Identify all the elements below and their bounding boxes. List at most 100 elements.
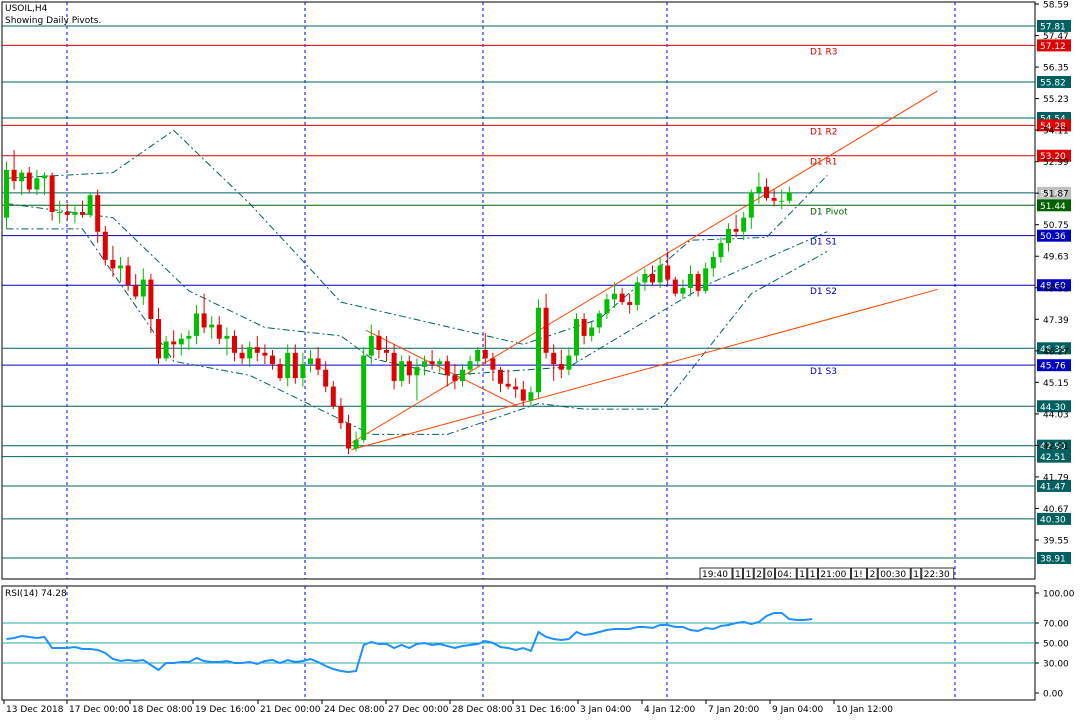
- candle-body: [277, 364, 283, 379]
- time-tick-label: 13 Dec 2018: [6, 705, 64, 715]
- candle-body: [216, 324, 222, 339]
- candle-body: [323, 369, 329, 387]
- candle-body: [186, 335, 192, 339]
- candle-body: [520, 389, 526, 401]
- price-tick-label: 55.23: [1043, 95, 1069, 105]
- time-marker-box: [851, 567, 868, 580]
- candle-body: [80, 212, 85, 215]
- candle-body: [437, 361, 443, 365]
- candle-body: [308, 358, 313, 365]
- candle-body: [361, 355, 367, 441]
- level-tag: 41.47: [1040, 482, 1066, 492]
- rsi-label: RSI(14) 74.28: [5, 589, 67, 599]
- candle-body: [665, 265, 671, 280]
- candle-body: [353, 440, 359, 449]
- time-marker: 22:30: [924, 570, 950, 580]
- time-tick-label: 31 Dec 16:00: [515, 705, 576, 715]
- price-axis: 57.8155.8254.5451.8846.3644.3042.9042.51…: [1035, 1, 1075, 700]
- pivot-tag: 45.76: [1040, 362, 1066, 372]
- candle-body: [224, 335, 230, 339]
- time-marker-box: [796, 567, 808, 580]
- time-tick-label: 27 Dec 00:00: [388, 705, 449, 715]
- time-marker-box: [699, 567, 733, 580]
- trendline: [365, 329, 519, 407]
- price-tick-label: 46.27: [1043, 347, 1069, 357]
- candle-body: [650, 273, 655, 283]
- candle-body: [102, 231, 108, 260]
- main-frame: [1, 1, 1036, 580]
- pivot-tag-box: [1037, 199, 1071, 212]
- time-marker: 19:40: [702, 570, 728, 580]
- level-tag-box: [1037, 75, 1071, 88]
- time-markers: 19:40 1 1 2 0 04: 1 1 21:00 1! 2 00:30 1 22:30: [699, 567, 955, 580]
- candle-body: [270, 355, 275, 365]
- candle-body: [194, 313, 199, 336]
- time-tick-label: 28 Dec 08:00: [452, 705, 513, 715]
- candle-body: [680, 288, 686, 294]
- rsi-tick-label: 70.00: [1043, 620, 1069, 630]
- candle-body: [391, 352, 397, 381]
- candle-body: [695, 273, 701, 291]
- time-marker-box: [818, 567, 851, 580]
- time-marker-box: [732, 567, 744, 580]
- candle-body: [589, 327, 595, 336]
- time-marker-box: [921, 567, 955, 580]
- rsi-line: [6, 612, 813, 674]
- level-tag: 42.90: [1040, 442, 1066, 452]
- candle-body: [726, 228, 731, 244]
- pivot-tag-box: [1037, 229, 1071, 242]
- candle-body: [786, 192, 792, 201]
- candle-body: [771, 197, 777, 201]
- time-tick-label: 24 Dec 08:00: [324, 705, 385, 715]
- pivot-tag: 57.12: [1040, 42, 1066, 52]
- candle-body: [34, 178, 40, 190]
- candle-body: [232, 335, 237, 353]
- candle-body: [482, 349, 488, 359]
- candle-body: [688, 273, 693, 289]
- level-tag: 51.88: [1040, 189, 1066, 199]
- price-tick-label: 39.55: [1043, 536, 1069, 546]
- price-tick-label: 57.47: [1043, 32, 1069, 42]
- time-marker: 1: [913, 570, 919, 580]
- price-tick-label: 58.59: [1043, 1, 1069, 11]
- time-marker-box: [764, 567, 775, 580]
- time-marker: 1!: [853, 570, 862, 580]
- candle-body: [498, 369, 503, 384]
- candle-body: [566, 355, 572, 370]
- level-tag: 55.82: [1040, 78, 1066, 88]
- candle-body: [612, 293, 617, 300]
- rsi-tick-label: 0.00: [1043, 690, 1063, 700]
- time-tick-label: 4 Jan 12:00: [644, 705, 696, 715]
- candle-body: [239, 352, 245, 359]
- price-tick-label: 41.79: [1043, 473, 1069, 483]
- time-tick-label: 17 Dec 00:00: [69, 705, 130, 715]
- rsi-tick-label: 30.00: [1043, 660, 1069, 670]
- time-tick-label: 7 Jan 20:00: [708, 705, 760, 715]
- candle-body: [467, 361, 473, 370]
- candle-body: [262, 352, 268, 356]
- pivot-tag-box: [1037, 149, 1071, 162]
- candle-body: [642, 273, 648, 283]
- main-price-pane: D1 R3 D1 R2 D1 R1 D1 Pivot D1 S1 D1 S2 D1 S3 19…: [1, 1, 1036, 580]
- price-tick-label: 48.51: [1043, 284, 1069, 294]
- candle-body: [346, 423, 351, 449]
- pivot-subtitle: Showing Daily Pivots.: [5, 16, 102, 26]
- price-tick-label: 44.03: [1043, 410, 1069, 420]
- price-tick-label: 56.35: [1043, 64, 1069, 74]
- band-upper: [6, 129, 828, 345]
- time-marker-box: [877, 567, 911, 580]
- time-tick-label: 9 Jan 04:00: [772, 705, 824, 715]
- candle-body: [399, 361, 405, 381]
- level-tag-box: [1037, 342, 1071, 355]
- candle-body: [558, 364, 564, 370]
- candle-body: [764, 186, 769, 198]
- price-tick-label: 40.67: [1043, 505, 1069, 515]
- level-tag-box: [1037, 19, 1071, 32]
- level-tag: 42.51: [1040, 453, 1066, 463]
- candle-body: [254, 347, 260, 353]
- pivot-tag: 48.60: [1040, 282, 1066, 292]
- price-tick-label: 52.99: [1043, 158, 1069, 168]
- time-marker: 21:00: [820, 570, 846, 580]
- candle-body: [140, 279, 146, 297]
